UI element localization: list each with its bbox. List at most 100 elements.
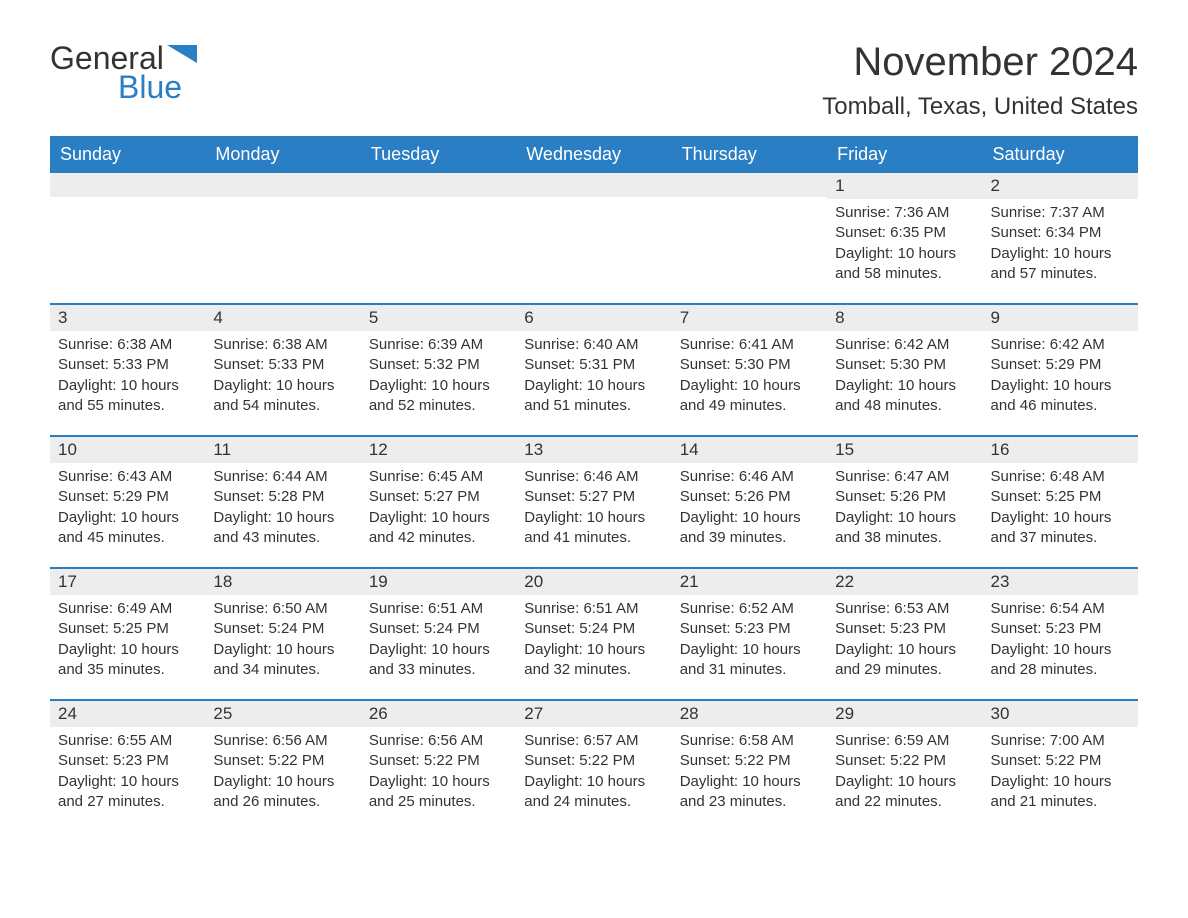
day-number: 1 xyxy=(827,173,982,199)
day-number: 21 xyxy=(672,569,827,595)
day-number: 12 xyxy=(361,437,516,463)
day-cell: 2Sunrise: 7:37 AMSunset: 6:34 PMDaylight… xyxy=(983,173,1138,303)
day-number xyxy=(50,173,205,197)
day-number xyxy=(361,173,516,197)
day-details: Sunrise: 6:57 AMSunset: 5:22 PMDaylight:… xyxy=(516,727,671,822)
day-number: 26 xyxy=(361,701,516,727)
day-cell: 18Sunrise: 6:50 AMSunset: 5:24 PMDayligh… xyxy=(205,569,360,699)
day-details: Sunrise: 6:48 AMSunset: 5:25 PMDaylight:… xyxy=(983,463,1138,558)
day-cell-empty xyxy=(205,173,360,303)
daylight-line: Daylight: 10 hours and 55 minutes. xyxy=(58,376,197,417)
sunset-line: Sunset: 5:23 PM xyxy=(58,751,197,771)
daylight-line: Daylight: 10 hours and 52 minutes. xyxy=(369,376,508,417)
day-number: 3 xyxy=(50,305,205,331)
day-details: Sunrise: 6:38 AMSunset: 5:33 PMDaylight:… xyxy=(205,331,360,426)
day-details: Sunrise: 6:40 AMSunset: 5:31 PMDaylight:… xyxy=(516,331,671,426)
sunset-line: Sunset: 5:22 PM xyxy=(213,751,352,771)
sunrise-line: Sunrise: 6:50 AM xyxy=(213,599,352,619)
sunset-line: Sunset: 5:25 PM xyxy=(58,619,197,639)
sunrise-line: Sunrise: 6:58 AM xyxy=(680,731,819,751)
sunrise-line: Sunrise: 6:42 AM xyxy=(835,335,974,355)
sunset-line: Sunset: 5:33 PM xyxy=(213,355,352,375)
day-cell: 11Sunrise: 6:44 AMSunset: 5:28 PMDayligh… xyxy=(205,437,360,567)
day-number xyxy=(672,173,827,197)
sunrise-line: Sunrise: 6:57 AM xyxy=(524,731,663,751)
daylight-line: Daylight: 10 hours and 28 minutes. xyxy=(991,640,1130,681)
day-number: 14 xyxy=(672,437,827,463)
day-details: Sunrise: 6:53 AMSunset: 5:23 PMDaylight:… xyxy=(827,595,982,690)
day-cell: 1Sunrise: 7:36 AMSunset: 6:35 PMDaylight… xyxy=(827,173,982,303)
sunrise-line: Sunrise: 6:51 AM xyxy=(524,599,663,619)
day-cell: 7Sunrise: 6:41 AMSunset: 5:30 PMDaylight… xyxy=(672,305,827,435)
day-details: Sunrise: 7:36 AMSunset: 6:35 PMDaylight:… xyxy=(827,199,982,294)
logo-text-blue: Blue xyxy=(118,69,182,106)
sunrise-line: Sunrise: 6:46 AM xyxy=(524,467,663,487)
day-header: Tuesday xyxy=(361,136,516,173)
weeks-container: 1Sunrise: 7:36 AMSunset: 6:35 PMDaylight… xyxy=(50,173,1138,831)
day-cell: 3Sunrise: 6:38 AMSunset: 5:33 PMDaylight… xyxy=(50,305,205,435)
sunset-line: Sunset: 5:22 PM xyxy=(680,751,819,771)
week-row: 24Sunrise: 6:55 AMSunset: 5:23 PMDayligh… xyxy=(50,699,1138,831)
day-details: Sunrise: 6:59 AMSunset: 5:22 PMDaylight:… xyxy=(827,727,982,822)
day-header: Saturday xyxy=(983,136,1138,173)
page-header: General Blue November 2024 Tomball, Texa… xyxy=(50,40,1138,121)
day-number: 11 xyxy=(205,437,360,463)
daylight-line: Daylight: 10 hours and 25 minutes. xyxy=(369,772,508,813)
sunrise-line: Sunrise: 6:45 AM xyxy=(369,467,508,487)
day-header: Thursday xyxy=(672,136,827,173)
day-cell: 24Sunrise: 6:55 AMSunset: 5:23 PMDayligh… xyxy=(50,701,205,831)
daylight-line: Daylight: 10 hours and 35 minutes. xyxy=(58,640,197,681)
day-details: Sunrise: 6:56 AMSunset: 5:22 PMDaylight:… xyxy=(205,727,360,822)
day-details: Sunrise: 6:39 AMSunset: 5:32 PMDaylight:… xyxy=(361,331,516,426)
sunrise-line: Sunrise: 6:39 AM xyxy=(369,335,508,355)
day-details: Sunrise: 6:58 AMSunset: 5:22 PMDaylight:… xyxy=(672,727,827,822)
sunset-line: Sunset: 5:23 PM xyxy=(680,619,819,639)
day-cell: 9Sunrise: 6:42 AMSunset: 5:29 PMDaylight… xyxy=(983,305,1138,435)
daylight-line: Daylight: 10 hours and 46 minutes. xyxy=(991,376,1130,417)
day-details: Sunrise: 7:37 AMSunset: 6:34 PMDaylight:… xyxy=(983,199,1138,294)
sunrise-line: Sunrise: 6:59 AM xyxy=(835,731,974,751)
sunset-line: Sunset: 5:24 PM xyxy=(213,619,352,639)
day-number: 30 xyxy=(983,701,1138,727)
daylight-line: Daylight: 10 hours and 21 minutes. xyxy=(991,772,1130,813)
sunset-line: Sunset: 5:23 PM xyxy=(991,619,1130,639)
day-number: 6 xyxy=(516,305,671,331)
day-cell: 20Sunrise: 6:51 AMSunset: 5:24 PMDayligh… xyxy=(516,569,671,699)
day-details: Sunrise: 6:41 AMSunset: 5:30 PMDaylight:… xyxy=(672,331,827,426)
day-number: 29 xyxy=(827,701,982,727)
sunset-line: Sunset: 5:30 PM xyxy=(680,355,819,375)
sunrise-line: Sunrise: 6:46 AM xyxy=(680,467,819,487)
daylight-line: Daylight: 10 hours and 48 minutes. xyxy=(835,376,974,417)
sunrise-line: Sunrise: 6:53 AM xyxy=(835,599,974,619)
day-details: Sunrise: 6:46 AMSunset: 5:27 PMDaylight:… xyxy=(516,463,671,558)
day-details: Sunrise: 6:51 AMSunset: 5:24 PMDaylight:… xyxy=(516,595,671,690)
day-cell-empty xyxy=(516,173,671,303)
daylight-line: Daylight: 10 hours and 58 minutes. xyxy=(835,244,974,285)
day-cell-empty xyxy=(361,173,516,303)
day-number: 9 xyxy=(983,305,1138,331)
day-details: Sunrise: 6:55 AMSunset: 5:23 PMDaylight:… xyxy=(50,727,205,822)
sunrise-line: Sunrise: 6:54 AM xyxy=(991,599,1130,619)
day-number: 28 xyxy=(672,701,827,727)
sunrise-line: Sunrise: 6:38 AM xyxy=(213,335,352,355)
daylight-line: Daylight: 10 hours and 26 minutes. xyxy=(213,772,352,813)
day-number: 15 xyxy=(827,437,982,463)
day-cell: 15Sunrise: 6:47 AMSunset: 5:26 PMDayligh… xyxy=(827,437,982,567)
daylight-line: Daylight: 10 hours and 27 minutes. xyxy=(58,772,197,813)
day-number: 4 xyxy=(205,305,360,331)
sunrise-line: Sunrise: 6:48 AM xyxy=(991,467,1130,487)
day-number: 25 xyxy=(205,701,360,727)
day-number xyxy=(516,173,671,197)
location-subtitle: Tomball, Texas, United States xyxy=(822,93,1138,121)
sunrise-line: Sunrise: 6:52 AM xyxy=(680,599,819,619)
month-title: November 2024 xyxy=(822,40,1138,85)
sunset-line: Sunset: 5:30 PM xyxy=(835,355,974,375)
day-details: Sunrise: 7:00 AMSunset: 5:22 PMDaylight:… xyxy=(983,727,1138,822)
logo: General Blue xyxy=(50,40,197,106)
sunset-line: Sunset: 5:26 PM xyxy=(680,487,819,507)
day-cell: 4Sunrise: 6:38 AMSunset: 5:33 PMDaylight… xyxy=(205,305,360,435)
day-cell: 21Sunrise: 6:52 AMSunset: 5:23 PMDayligh… xyxy=(672,569,827,699)
sunset-line: Sunset: 5:22 PM xyxy=(991,751,1130,771)
day-details: Sunrise: 6:38 AMSunset: 5:33 PMDaylight:… xyxy=(50,331,205,426)
day-cell: 10Sunrise: 6:43 AMSunset: 5:29 PMDayligh… xyxy=(50,437,205,567)
